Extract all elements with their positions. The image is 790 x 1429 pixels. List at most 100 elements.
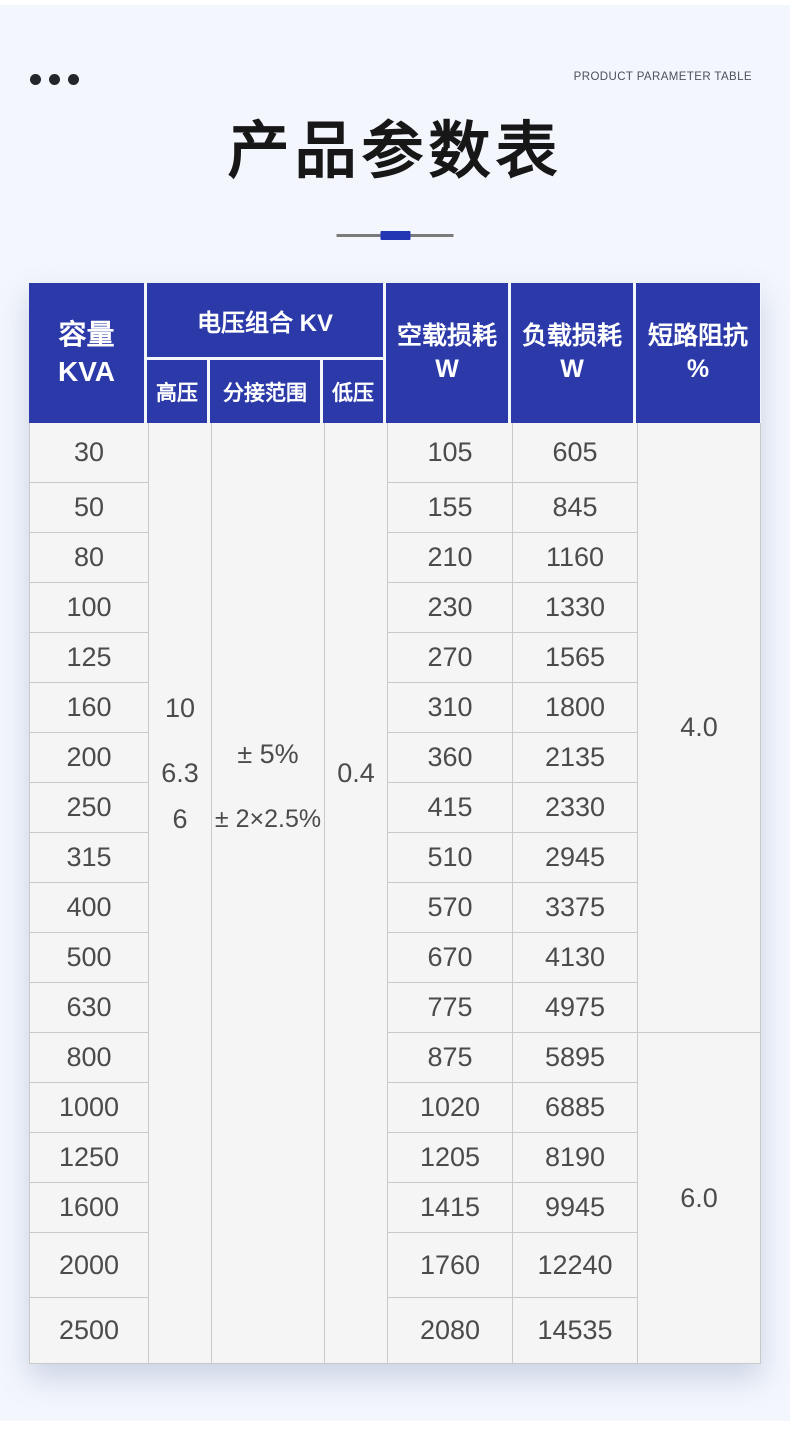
no-load-loss-cell: 1205: [388, 1133, 512, 1183]
header-impedance-label: 短路阻抗: [647, 322, 748, 350]
capacity-cell: 30: [30, 423, 148, 483]
dot-icon: [49, 74, 60, 85]
no-load-loss-cell: 2080: [419, 1315, 481, 1345]
header-load-unit: W: [560, 355, 584, 383]
header-load-label: 负载损耗: [521, 322, 622, 350]
header-no-load-unit: W: [435, 355, 459, 383]
no-load-loss-cell: 360: [388, 733, 512, 783]
no-load-loss-cell: 570: [388, 883, 512, 933]
header-voltage-group: 电压组合 KV 高压 分接范围 低压: [147, 283, 383, 423]
load-loss-cell: 14535: [537, 1315, 613, 1345]
header-high-voltage: 高压: [147, 360, 207, 423]
no-load-loss-cell: 875: [388, 1033, 512, 1083]
col-high-voltage: 10 6.3 6: [148, 423, 211, 1363]
dot-icon: [68, 74, 79, 85]
tap-range-value: ± 2×2.5%: [214, 805, 322, 833]
header-impedance-unit: %: [686, 355, 710, 383]
no-load-loss-cell: 210: [388, 533, 512, 583]
no-load-loss-cell: 310: [388, 683, 512, 733]
col-capacity: 30 50 80 100 125 160 200 250 315 400 500 630 800 1000…: [30, 423, 148, 1363]
load-loss-cell: 6885: [513, 1083, 637, 1133]
capacity-cell: 1250: [30, 1133, 148, 1183]
header-no-load-loss: 空载损耗 W: [386, 283, 508, 423]
load-loss-cell: 4975: [513, 983, 637, 1033]
col-load-loss: 605 845 1160 1330 1565 1800 2135 2330 2945 3375 41…: [512, 423, 637, 1363]
col-tap-range: ± 5% ± 2×2.5%: [211, 423, 324, 1363]
load-loss-cell: 5895: [513, 1033, 637, 1083]
load-loss-cell: 8190: [513, 1133, 637, 1183]
header-no-load-label: 空载损耗: [396, 322, 497, 350]
no-load-loss-cell: 670: [388, 933, 512, 983]
no-load-loss-cell: 1415: [388, 1183, 512, 1233]
capacity-cell: 800: [30, 1033, 148, 1083]
col-low-voltage: 0.4: [324, 423, 387, 1363]
capacity-cell: 1000: [30, 1083, 148, 1133]
header-voltage-title: 电压组合 KV: [147, 283, 383, 357]
header-capacity: 容量 KVA: [29, 283, 144, 423]
parameter-table: 容量 KVA 电压组合 KV 高压 分接范围 低压 空载损耗 W 负载损耗 W: [29, 283, 761, 1364]
header-load-loss: 负载损耗 W: [511, 283, 633, 423]
load-loss-cell: 1160: [513, 533, 637, 583]
header-impedance: 短路阻抗 %: [636, 283, 760, 423]
capacity-cell: 160: [30, 683, 148, 733]
capacity-cell: 200: [30, 733, 148, 783]
no-load-loss-cell: 1760: [388, 1233, 512, 1298]
impedance-cell: 4.0: [638, 423, 760, 1033]
load-loss-cell: 4130: [513, 933, 637, 983]
header-voltage-subcolumns: 高压 分接范围 低压: [147, 360, 383, 423]
load-loss-cell: 1565: [513, 633, 637, 683]
no-load-loss-cell: 270: [388, 633, 512, 683]
no-load-loss-cell: 105: [388, 423, 512, 483]
no-load-loss-cell: 775: [388, 983, 512, 1033]
high-voltage-value: 6.3: [161, 758, 199, 788]
load-loss-cell: 1800: [513, 683, 637, 733]
low-voltage-value: 0.4: [337, 758, 375, 788]
title-divider: [336, 231, 454, 240]
bottom-white-strip: [0, 1421, 790, 1429]
header-tap-range: 分接范围: [210, 360, 320, 423]
header-capacity-label: 容量: [58, 319, 115, 350]
load-loss-cell: 9945: [513, 1183, 637, 1233]
load-loss-cell: 2135: [513, 733, 637, 783]
load-loss-cell: 2330: [513, 783, 637, 833]
capacity-cell: 400: [30, 883, 148, 933]
no-load-loss-cell: 155: [388, 483, 512, 533]
table-body: 30 50 80 100 125 160 200 250 315 400 500 630 800 1000…: [29, 423, 761, 1364]
capacity-cell: 80: [30, 533, 148, 583]
impedance-cell: 6.0: [680, 1182, 718, 1213]
capacity-cell: 630: [30, 983, 148, 1033]
high-voltage-value: 6: [172, 804, 188, 834]
capacity-cell: 2500: [58, 1315, 120, 1345]
kicker-text: PRODUCT PARAMETER TABLE: [573, 71, 752, 83]
no-load-loss-cell: 1020: [388, 1083, 512, 1133]
no-load-loss-cell: 230: [388, 583, 512, 633]
col-no-load-loss: 105 155 210 230 270 310 360 415 510 570 670 775 875 1…: [387, 423, 512, 1363]
tap-range-value: ± 5%: [237, 739, 299, 769]
load-loss-cell: 605: [513, 423, 637, 483]
capacity-cell: 1600: [30, 1183, 148, 1233]
capacity-cell: 315: [30, 833, 148, 883]
divider-accent: [380, 231, 410, 240]
load-loss-cell: 845: [513, 483, 637, 533]
no-load-loss-cell: 510: [388, 833, 512, 883]
page-title: 产品参数表: [227, 117, 563, 186]
capacity-cell: 500: [30, 933, 148, 983]
load-loss-cell: 12240: [513, 1233, 637, 1298]
col-impedance: 4.0 6.0: [637, 423, 760, 1363]
high-voltage-value: 10: [164, 693, 196, 723]
capacity-cell: 50: [30, 483, 148, 533]
no-load-loss-cell: 415: [388, 783, 512, 833]
load-loss-cell: 1330: [513, 583, 637, 633]
capacity-cell: 100: [30, 583, 148, 633]
dot-icon: [30, 74, 41, 85]
decorative-dots-icon: [30, 74, 79, 85]
capacity-cell: 2000: [30, 1233, 148, 1298]
load-loss-cell: 3375: [513, 883, 637, 933]
capacity-cell: 125: [30, 633, 148, 683]
header-capacity-unit: KVA: [57, 356, 116, 387]
capacity-cell: 250: [30, 783, 148, 833]
load-loss-cell: 2945: [513, 833, 637, 883]
header-low-voltage: 低压: [323, 360, 383, 423]
table-header: 容量 KVA 电压组合 KV 高压 分接范围 低压 空载损耗 W 负载损耗 W: [29, 283, 761, 423]
